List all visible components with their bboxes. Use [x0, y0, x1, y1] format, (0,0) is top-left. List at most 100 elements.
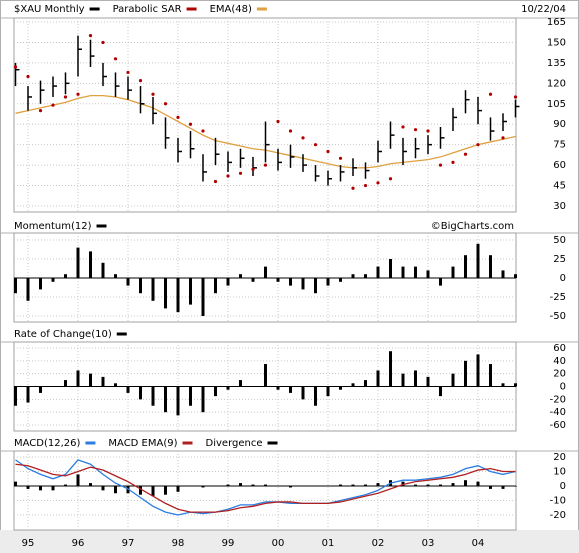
bar — [64, 380, 67, 387]
bar — [476, 354, 480, 387]
sar-dot — [101, 40, 105, 45]
bar — [39, 386, 42, 393]
sar-dot — [476, 143, 480, 147]
y-tick-label: 150 — [547, 37, 566, 48]
bar — [339, 386, 342, 390]
bar — [426, 376, 430, 387]
x-tick-label: 00 — [272, 538, 285, 549]
bar — [251, 484, 255, 486]
sar-dot — [263, 163, 268, 167]
sar-dot — [301, 136, 305, 140]
bar — [351, 484, 355, 486]
sar-dot — [238, 171, 243, 175]
y-tick-label: 120 — [547, 78, 566, 89]
bar — [364, 484, 367, 486]
bar — [439, 386, 442, 397]
bar — [401, 373, 405, 387]
legend-label: EMA(48) — [210, 4, 252, 15]
sar-dot — [376, 181, 380, 185]
bar — [176, 486, 180, 492]
credit-label: ©BigCharts.com — [431, 221, 514, 232]
sar-dot — [388, 177, 393, 181]
date-label: 10/22/04 — [521, 4, 566, 15]
y-tick-label: 135 — [547, 58, 566, 69]
bar — [464, 360, 467, 387]
bar — [351, 383, 355, 387]
bar — [264, 364, 267, 387]
bar — [414, 484, 417, 486]
sar-dot — [63, 95, 68, 99]
x-tick-label: 99 — [222, 538, 235, 549]
bar — [139, 486, 142, 495]
bar — [414, 266, 417, 278]
bar — [376, 370, 380, 387]
x-tick-label: 03 — [422, 538, 435, 549]
bar — [339, 484, 342, 486]
y-tick-label: 165 — [547, 17, 566, 28]
bar — [114, 383, 117, 387]
plot-area — [13, 450, 517, 531]
bar — [289, 386, 292, 393]
x-tick-label: 01 — [322, 538, 335, 549]
bar — [501, 383, 505, 387]
sar-dot — [26, 74, 30, 79]
bar — [89, 373, 92, 387]
legend-label: MACD(12,26) — [14, 438, 81, 449]
bar — [326, 386, 330, 397]
sar-dot — [151, 92, 155, 96]
bar — [376, 483, 380, 486]
y-tick-label: 0 — [560, 273, 566, 284]
bar — [326, 278, 330, 286]
legend-label: Divergence — [206, 438, 263, 449]
y-tick-label: -25 — [550, 292, 566, 303]
sar-dot — [76, 92, 80, 96]
y-tick-label: 25 — [553, 254, 566, 265]
bar — [151, 386, 155, 406]
bar — [201, 386, 205, 413]
bar — [226, 278, 230, 286]
y-tick-label: 75 — [553, 140, 566, 151]
sar-dot — [351, 186, 355, 190]
bar — [251, 386, 255, 387]
x-tick-label: 97 — [122, 538, 135, 549]
x-tick-label: 02 — [372, 538, 385, 549]
bar — [514, 486, 517, 487]
bar — [251, 278, 255, 282]
bar — [239, 483, 242, 486]
bar — [314, 486, 317, 487]
sar-dot — [38, 108, 43, 113]
bar — [189, 386, 192, 406]
sar-dot — [113, 57, 118, 61]
bar — [89, 251, 92, 278]
bar — [151, 486, 155, 497]
y-tick-label: -40 — [550, 407, 566, 418]
bar — [451, 266, 455, 278]
legend-label: Parabolic SAR — [113, 4, 182, 15]
bar — [314, 386, 317, 406]
y-tick-label: 45 — [553, 181, 566, 192]
bar — [289, 486, 292, 488]
bar — [226, 484, 230, 486]
bar — [276, 386, 280, 390]
bar — [51, 386, 55, 387]
bar — [401, 266, 405, 278]
y-tick-label: -60 — [550, 420, 566, 431]
bar — [301, 386, 305, 400]
bar — [489, 255, 492, 278]
bar — [139, 386, 142, 400]
bar — [214, 278, 217, 294]
bar — [501, 270, 505, 278]
bar — [14, 386, 17, 406]
bar — [76, 370, 80, 387]
bar — [101, 486, 105, 491]
legend-label: MACD EMA(9) — [108, 438, 177, 449]
bar — [114, 274, 117, 278]
bar — [214, 386, 217, 397]
bar — [439, 484, 442, 486]
bar — [426, 270, 430, 278]
sar-dot — [88, 34, 93, 38]
bar — [14, 481, 17, 486]
y-tick-label: -20 — [550, 394, 566, 405]
bar — [26, 486, 30, 489]
sar-dot — [51, 103, 55, 107]
